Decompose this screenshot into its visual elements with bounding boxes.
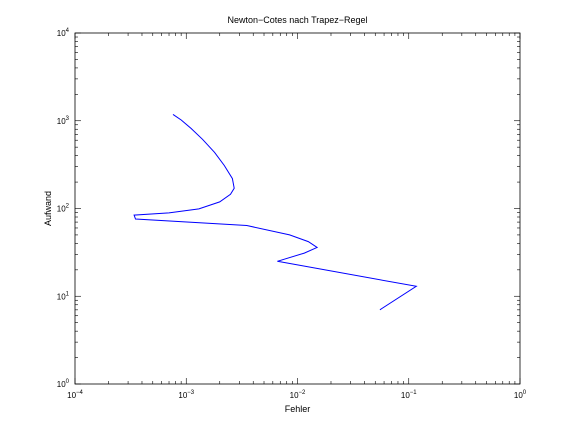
x-tick-label: 10−2	[290, 390, 306, 400]
chart-title: Newton−Cotes nach Trapez−Regel	[227, 15, 367, 25]
y-tick-label: 101	[57, 291, 70, 301]
series-line	[133, 113, 418, 311]
y-axis-label: Aufwand	[43, 191, 53, 226]
x-tick-label: 100	[514, 390, 527, 400]
y-tick-label: 100	[57, 379, 70, 389]
x-tick-label: 10−3	[178, 390, 194, 400]
axis-ticks	[74, 32, 521, 385]
x-tick-label: 10−4	[67, 390, 83, 400]
y-tick-label: 103	[57, 116, 70, 126]
plot-area	[74, 32, 521, 385]
y-tick-label: 102	[57, 204, 70, 214]
x-axis-label: Fehler	[285, 404, 311, 414]
y-tick-label: 104	[57, 28, 70, 38]
x-tick-label: 10−1	[401, 390, 417, 400]
tick-labels: 10−4 10−3 10−2 10−1 100 100 101 102 103 104	[57, 28, 527, 400]
